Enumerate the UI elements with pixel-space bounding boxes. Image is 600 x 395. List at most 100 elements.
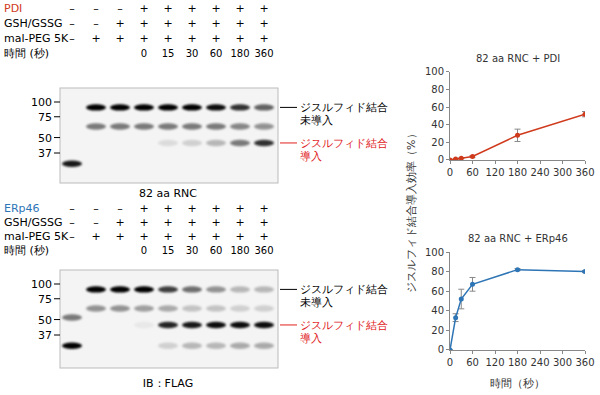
svg-text:0: 0 xyxy=(438,344,444,355)
svg-text:60: 60 xyxy=(431,286,444,297)
svg-text:0: 0 xyxy=(438,154,444,165)
svg-text:82 aa RNC: 82 aa RNC xyxy=(139,187,197,200)
svg-text:ジスルフィド結合: ジスルフィド結合 xyxy=(300,101,388,114)
svg-text:+: + xyxy=(235,17,244,30)
svg-text:–: – xyxy=(93,202,99,215)
svg-text:180: 180 xyxy=(230,48,249,59)
svg-text:0: 0 xyxy=(447,357,453,368)
svg-text:75: 75 xyxy=(38,293,52,306)
svg-text:120: 120 xyxy=(485,167,504,178)
svg-text:0: 0 xyxy=(141,245,147,256)
svg-text:–: – xyxy=(117,202,123,215)
svg-text:–: – xyxy=(69,32,75,45)
svg-text:180: 180 xyxy=(508,167,527,178)
svg-text:60: 60 xyxy=(210,245,223,256)
svg-text:360: 360 xyxy=(254,48,273,59)
svg-text:–: – xyxy=(69,230,75,243)
svg-text:15: 15 xyxy=(162,245,175,256)
svg-text:+: + xyxy=(139,230,148,243)
svg-text:+: + xyxy=(187,2,196,15)
svg-text:+: + xyxy=(115,230,124,243)
svg-text:100: 100 xyxy=(31,96,52,109)
svg-text:–: – xyxy=(93,2,99,15)
svg-text:300: 300 xyxy=(553,167,572,178)
svg-text:+: + xyxy=(235,2,244,15)
svg-text:40: 40 xyxy=(431,305,444,316)
svg-text:–: – xyxy=(69,17,75,30)
svg-text:+: + xyxy=(259,216,268,229)
svg-text:+: + xyxy=(235,32,244,45)
svg-text:ジスルフィド結合: ジスルフィド結合 xyxy=(300,137,388,150)
svg-text:ERp46: ERp46 xyxy=(4,202,40,215)
svg-text:+: + xyxy=(187,202,196,215)
svg-text:30: 30 xyxy=(186,245,199,256)
svg-text:100: 100 xyxy=(425,66,444,77)
svg-text:+: + xyxy=(115,17,124,30)
svg-text:80: 80 xyxy=(431,266,444,277)
svg-text:100: 100 xyxy=(425,247,444,258)
svg-text:–: – xyxy=(93,17,99,30)
svg-text:時間 (秒): 時間 (秒) xyxy=(4,47,49,60)
svg-text:+: + xyxy=(187,17,196,30)
svg-text:+: + xyxy=(259,32,268,45)
svg-text:+: + xyxy=(259,230,268,243)
svg-text:+: + xyxy=(139,202,148,215)
svg-text:180: 180 xyxy=(230,245,249,256)
svg-text:0: 0 xyxy=(141,48,147,59)
svg-text:+: + xyxy=(211,216,220,229)
svg-text:–: – xyxy=(117,2,123,15)
svg-text:+: + xyxy=(163,32,172,45)
svg-text:40: 40 xyxy=(431,119,444,130)
svg-text:+: + xyxy=(211,17,220,30)
svg-text:+: + xyxy=(139,32,148,45)
svg-text:20: 20 xyxy=(431,325,444,336)
svg-text:37: 37 xyxy=(38,147,52,160)
svg-text:+: + xyxy=(211,2,220,15)
svg-text:未導入: 未導入 xyxy=(300,296,333,309)
svg-text:+: + xyxy=(235,230,244,243)
svg-text:240: 240 xyxy=(530,167,549,178)
svg-text:+: + xyxy=(115,32,124,45)
svg-text:+: + xyxy=(187,216,196,229)
svg-text:+: + xyxy=(235,216,244,229)
svg-text:360: 360 xyxy=(575,167,594,178)
svg-text:180: 180 xyxy=(508,357,527,368)
svg-text:80: 80 xyxy=(431,84,444,95)
svg-text:60: 60 xyxy=(466,167,479,178)
svg-text:+: + xyxy=(139,2,148,15)
svg-text:50: 50 xyxy=(38,132,52,145)
svg-text:+: + xyxy=(163,17,172,30)
svg-text:+: + xyxy=(211,230,220,243)
svg-text:–: – xyxy=(69,202,75,215)
svg-text:+: + xyxy=(259,17,268,30)
svg-text:mal-PEG 5K: mal-PEG 5K xyxy=(4,32,69,45)
svg-text:GSH/GSSG: GSH/GSSG xyxy=(4,216,63,229)
svg-text:ジスルフィド結合: ジスルフィド結合 xyxy=(300,319,388,332)
svg-text:82 aa RNC + ERp46: 82 aa RNC + ERp46 xyxy=(468,233,568,244)
svg-text:IB：FLAG: IB：FLAG xyxy=(143,377,193,390)
svg-text:mal-PEG 5K: mal-PEG 5K xyxy=(4,230,69,243)
svg-text:75: 75 xyxy=(38,111,52,124)
svg-text:+: + xyxy=(211,32,220,45)
svg-text:+: + xyxy=(163,230,172,243)
svg-text:20: 20 xyxy=(431,137,444,148)
svg-text:–: – xyxy=(93,216,99,229)
svg-text:100: 100 xyxy=(31,278,52,291)
svg-text:+: + xyxy=(91,32,100,45)
svg-text:時間 (秒): 時間 (秒) xyxy=(4,244,49,257)
svg-text:導入: 導入 xyxy=(300,150,322,163)
svg-text:+: + xyxy=(91,230,100,243)
svg-text:–: – xyxy=(69,216,75,229)
svg-text:50: 50 xyxy=(38,314,52,327)
svg-text:時間（秒）: 時間（秒） xyxy=(490,377,545,390)
svg-text:+: + xyxy=(163,216,172,229)
svg-text:PDI: PDI xyxy=(4,2,22,15)
svg-text:+: + xyxy=(115,216,124,229)
svg-text:+: + xyxy=(163,202,172,215)
svg-text:300: 300 xyxy=(553,357,572,368)
svg-text:未導入: 未導入 xyxy=(300,114,333,127)
svg-text:60: 60 xyxy=(431,102,444,113)
svg-text:60: 60 xyxy=(210,48,223,59)
svg-text:60: 60 xyxy=(466,357,479,368)
svg-text:15: 15 xyxy=(162,48,175,59)
